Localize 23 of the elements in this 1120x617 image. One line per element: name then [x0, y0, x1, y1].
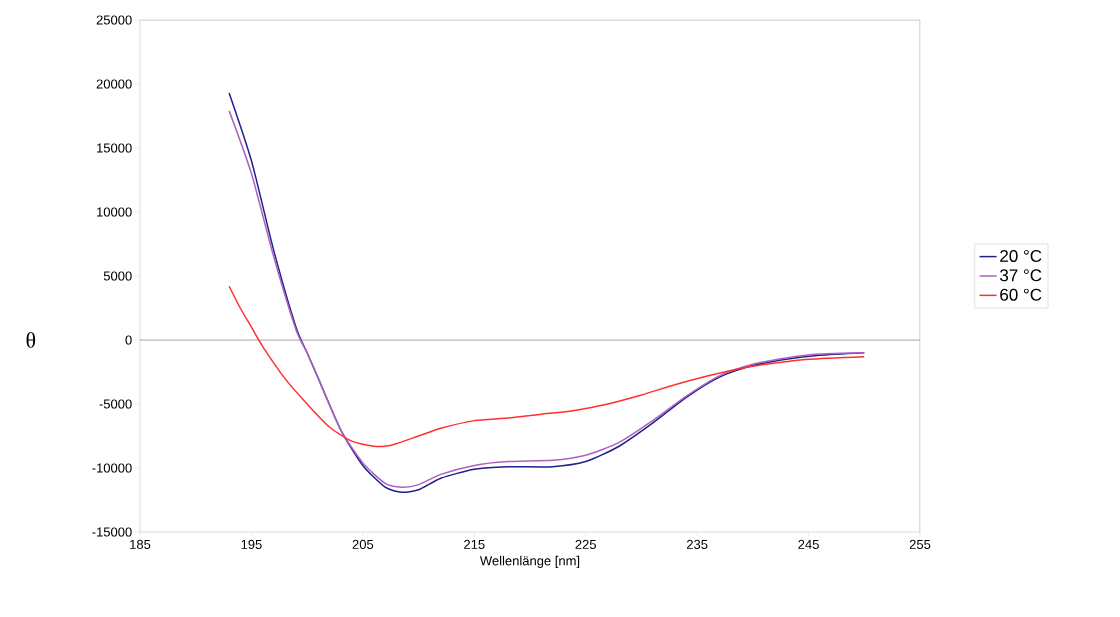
- x-tick-label: 185: [130, 539, 151, 549]
- y-tick-label: 0: [125, 335, 132, 345]
- x-tick-label: 245: [798, 539, 819, 549]
- y-axis-title: θ: [26, 332, 36, 348]
- y-tick-label: 15000: [97, 143, 132, 153]
- y-tick-label: 5000: [103, 271, 132, 281]
- y-tick-label: 25000: [96, 15, 132, 25]
- y-tick-label: -10000: [92, 463, 132, 473]
- legend-label: 60 °C: [1000, 288, 1042, 301]
- y-tick-label: -15000: [92, 527, 132, 537]
- legend-label: 20 °C: [1000, 249, 1042, 262]
- y-tick-label: -5000: [99, 399, 132, 409]
- x-tick-label: 255: [909, 539, 931, 549]
- line-series: [228, 285, 866, 448]
- x-tick-label: 195: [241, 539, 262, 549]
- x-tick-label: 225: [575, 539, 596, 549]
- x-axis-title: Wellenlänge [nm]: [479, 555, 580, 568]
- x-tick-label: 235: [686, 539, 708, 549]
- y-tick-label: 10000: [97, 207, 132, 217]
- x-tick-label: 205: [352, 539, 374, 549]
- x-tick-label: 215: [464, 539, 485, 549]
- legend-label: 37 °C: [1000, 269, 1042, 282]
- y-tick-label: 20000: [96, 79, 132, 89]
